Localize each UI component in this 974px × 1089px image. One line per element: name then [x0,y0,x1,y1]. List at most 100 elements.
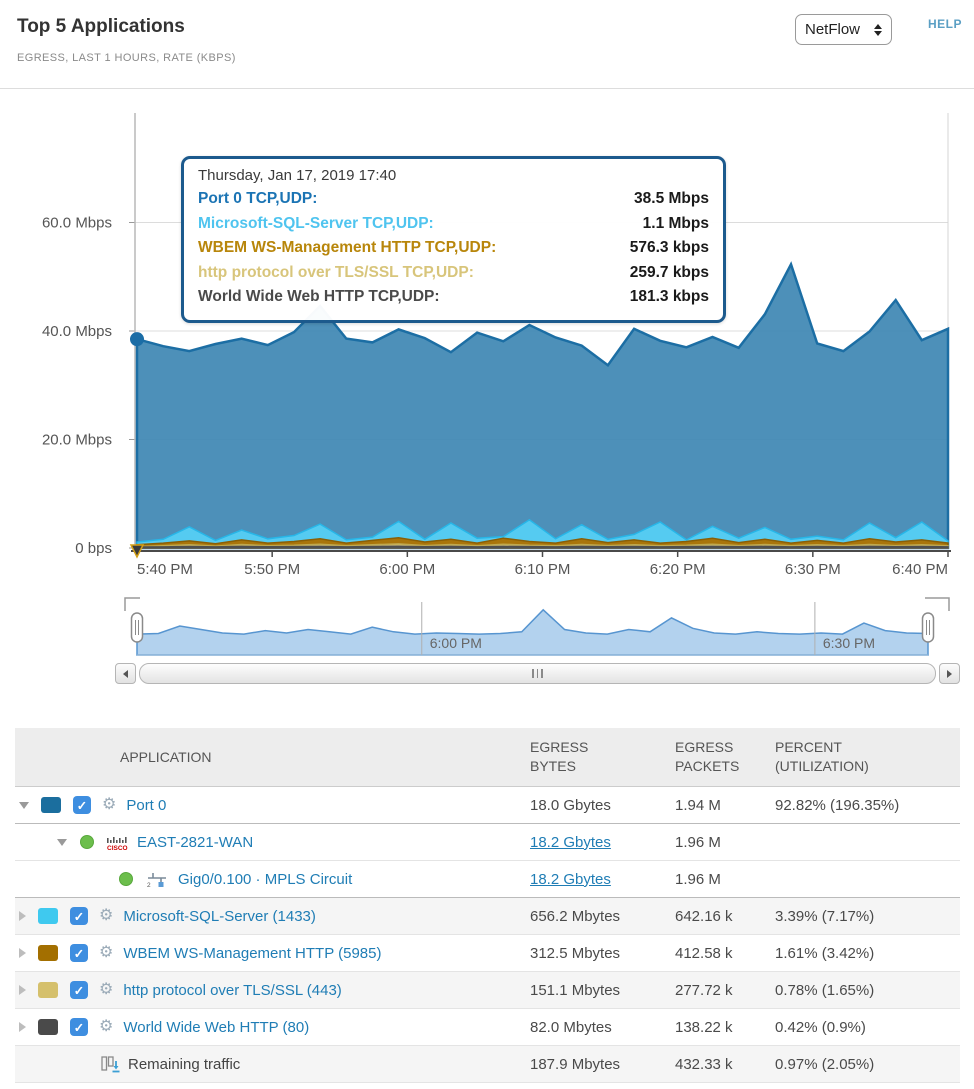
expand-arrow-icon[interactable] [19,948,26,958]
egress-bytes-value[interactable]: 18.2 Gbytes [530,870,611,888]
egress-bytes-value: 82.0 Mbytes [530,1018,612,1036]
applications-table: APPLICATION EGRESS BYTES EGRESS PACKETS PERCE… [15,728,960,1083]
node-status-up-icon [80,835,94,849]
egress-bytes-cell: 312.5 Mbytes [520,945,665,962]
series-area-1 [135,261,950,550]
series-area-2 [136,518,949,549]
egress-packets-cell: 1.94 M [675,796,721,814]
series-checkbox[interactable]: ✓ [70,1018,88,1036]
application-cell: Remaining traffic [15,1055,520,1074]
application-label[interactable]: EAST-2821-WAN [137,833,254,851]
application-cell: ✓ ⚙ Microsoft-SQL-Server (1433) [15,907,520,925]
scrollbar-thumb[interactable] [139,663,936,684]
column-header-line: (UTILIZATION) [775,758,869,774]
egress-bytes-cell: 151.1 Mbytes [520,982,665,999]
percent-utilization-cell: 0.42% (0.9%) [775,1018,866,1036]
navigator-time-label: 6:30 PM [823,635,875,651]
application-label[interactable]: Gig0/0.100 · MPLS Circuit [178,870,353,888]
series-checkbox[interactable]: ✓ [70,981,88,999]
application-label: Remaining traffic [128,1055,241,1073]
column-header-3[interactable]: EGRESS PACKETS [665,738,765,776]
tooltip-series-label: WBEM WS-Management HTTP TCP,UDP: [198,239,497,256]
tooltip-row: WBEM WS-Management HTTP TCP,UDP: 576.3 kb… [198,236,709,261]
tooltip-series-value: 38.5 Mbps [634,190,709,207]
application-label[interactable]: http protocol over TLS/SSL (443) [123,981,342,999]
chart-scrollbar[interactable] [115,663,960,684]
application-cell: ✓ ⚙ http protocol over TLS/SSL (443) [15,981,520,999]
scrollbar-right-arrow[interactable] [939,663,960,684]
series-color-swatch [38,908,58,924]
table-row: ✓ ⚙ World Wide Web HTTP (80) 82.0 Mbytes 138… [15,1009,960,1046]
application-gear-icon: ⚙ [99,907,114,924]
column-header-line: EGRESS [530,739,589,756]
hover-point-marker [130,332,144,347]
x-axis-label: 6:20 PM [650,561,706,578]
application-gear-icon: ⚙ [99,944,114,961]
column-header-line: PACKETS [675,758,740,774]
help-link[interactable]: HELP [927,17,962,31]
expand-arrow-icon[interactable] [19,911,26,921]
interface-icon: 2 [147,873,166,888]
column-header-1[interactable]: APPLICATION [15,748,520,767]
tooltip-row: Microsoft-SQL-Server TCP,UDP: 1.1 Mbps [198,212,709,237]
expand-arrow-icon[interactable] [19,985,26,995]
left-triangle-icon [123,669,128,678]
column-header-2[interactable]: EGRESS BYTES [520,738,665,776]
application-gear-icon: ⚙ [99,981,114,998]
x-axis-label: 5:40 PM [137,561,193,578]
tooltip-row: http protocol over TLS/SSL TCP,UDP: 259.7… [198,261,709,286]
tooltip-series-label: http protocol over TLS/SSL TCP,UDP: [198,263,474,281]
application-cell: 2 Gig0/0.100 · MPLS Circuit [15,870,520,888]
series-checkbox[interactable]: ✓ [70,944,88,962]
series-checkbox[interactable]: ✓ [73,796,91,814]
table-row: CISCO EAST-2821-WAN 18.2 Gbytes 1.96 M [15,824,960,861]
application-gear-icon: ⚙ [99,1018,114,1035]
table-row: 2 Gig0/0.100 · MPLS Circuit 18.2 Gbytes 1.9… [15,861,960,898]
column-header-4[interactable]: PERCENT (UTILIZATION) [765,738,960,776]
expand-arrow-icon[interactable] [19,1022,26,1032]
series-color-swatch [41,797,61,813]
navigator-left-bracket-icon [124,597,140,611]
flow-type-value: NetFlow [805,21,861,38]
egress-bytes-cell: 18.2 Gbytes [520,871,665,888]
scrollbar-left-arrow[interactable] [115,663,136,684]
series-area-5 [136,545,949,549]
y-axis-label: 40.0 Mbps [42,323,112,340]
egress-bytes-value[interactable]: 18.2 Gbytes [530,833,611,851]
tooltip-series-label: Port 0 TCP,UDP: [198,190,318,207]
egress-bytes-value: 187.9 Mbytes [530,1055,621,1073]
egress-packets-cell: 642.16 k [675,907,733,925]
egress-bytes-cell: 18.2 Gbytes [520,834,665,851]
traffic-area-chart[interactable]: 60.0 Mbps 40.0 Mbps 20.0 Mbps 0 bps 5:40 PM 5… [0,95,974,687]
application-label[interactable]: Microsoft-SQL-Server (1433) [123,907,316,925]
tooltip-series-value: 1.1 Mbps [642,214,709,232]
series-checkbox[interactable]: ✓ [70,907,88,925]
table-header: APPLICATION EGRESS BYTES EGRESS PACKETS PERCE… [15,728,960,787]
navigator-area[interactable] [136,608,929,656]
navigator-right-handle[interactable] [921,612,935,643]
application-label[interactable]: World Wide Web HTTP (80) [123,1018,310,1036]
x-axis-label: 6:10 PM [515,561,571,578]
header-divider [0,88,974,89]
collapse-arrow-icon[interactable] [57,838,67,846]
collapse-arrow-icon[interactable] [19,801,29,809]
right-triangle-icon [947,669,952,678]
chart-subtitle: EGRESS, LAST 1 HOURS, RATE (KBPS) [17,52,236,64]
select-updown-icon [874,23,882,36]
egress-bytes-value: 312.5 Mbytes [530,944,621,962]
egress-bytes-cell: 82.0 Mbytes [520,1019,665,1036]
percent-utilization-cell: 3.39% (7.17%) [775,907,875,925]
application-label[interactable]: WBEM WS-Management HTTP (5985) [123,944,382,962]
egress-packets-cell: 138.22 k [675,1018,733,1036]
navigator-time-label: 6:00 PM [430,635,482,651]
table-row: ✓ ⚙ WBEM WS-Management HTTP (5985) 312.5 Mb… [15,935,960,972]
application-label[interactable]: Port 0 [126,796,167,814]
interface-status-up-icon [119,872,133,886]
tooltip-date: Thursday, Jan 17, 2019 17:40 [198,167,397,184]
x-axis-label: 6:40 PM [892,561,948,578]
tooltip-series-value: 259.7 kbps [629,263,709,281]
application-cell: CISCO EAST-2821-WAN [15,834,520,851]
flow-type-select[interactable]: NetFlow [795,14,892,45]
navigator-left-handle[interactable] [130,612,144,643]
